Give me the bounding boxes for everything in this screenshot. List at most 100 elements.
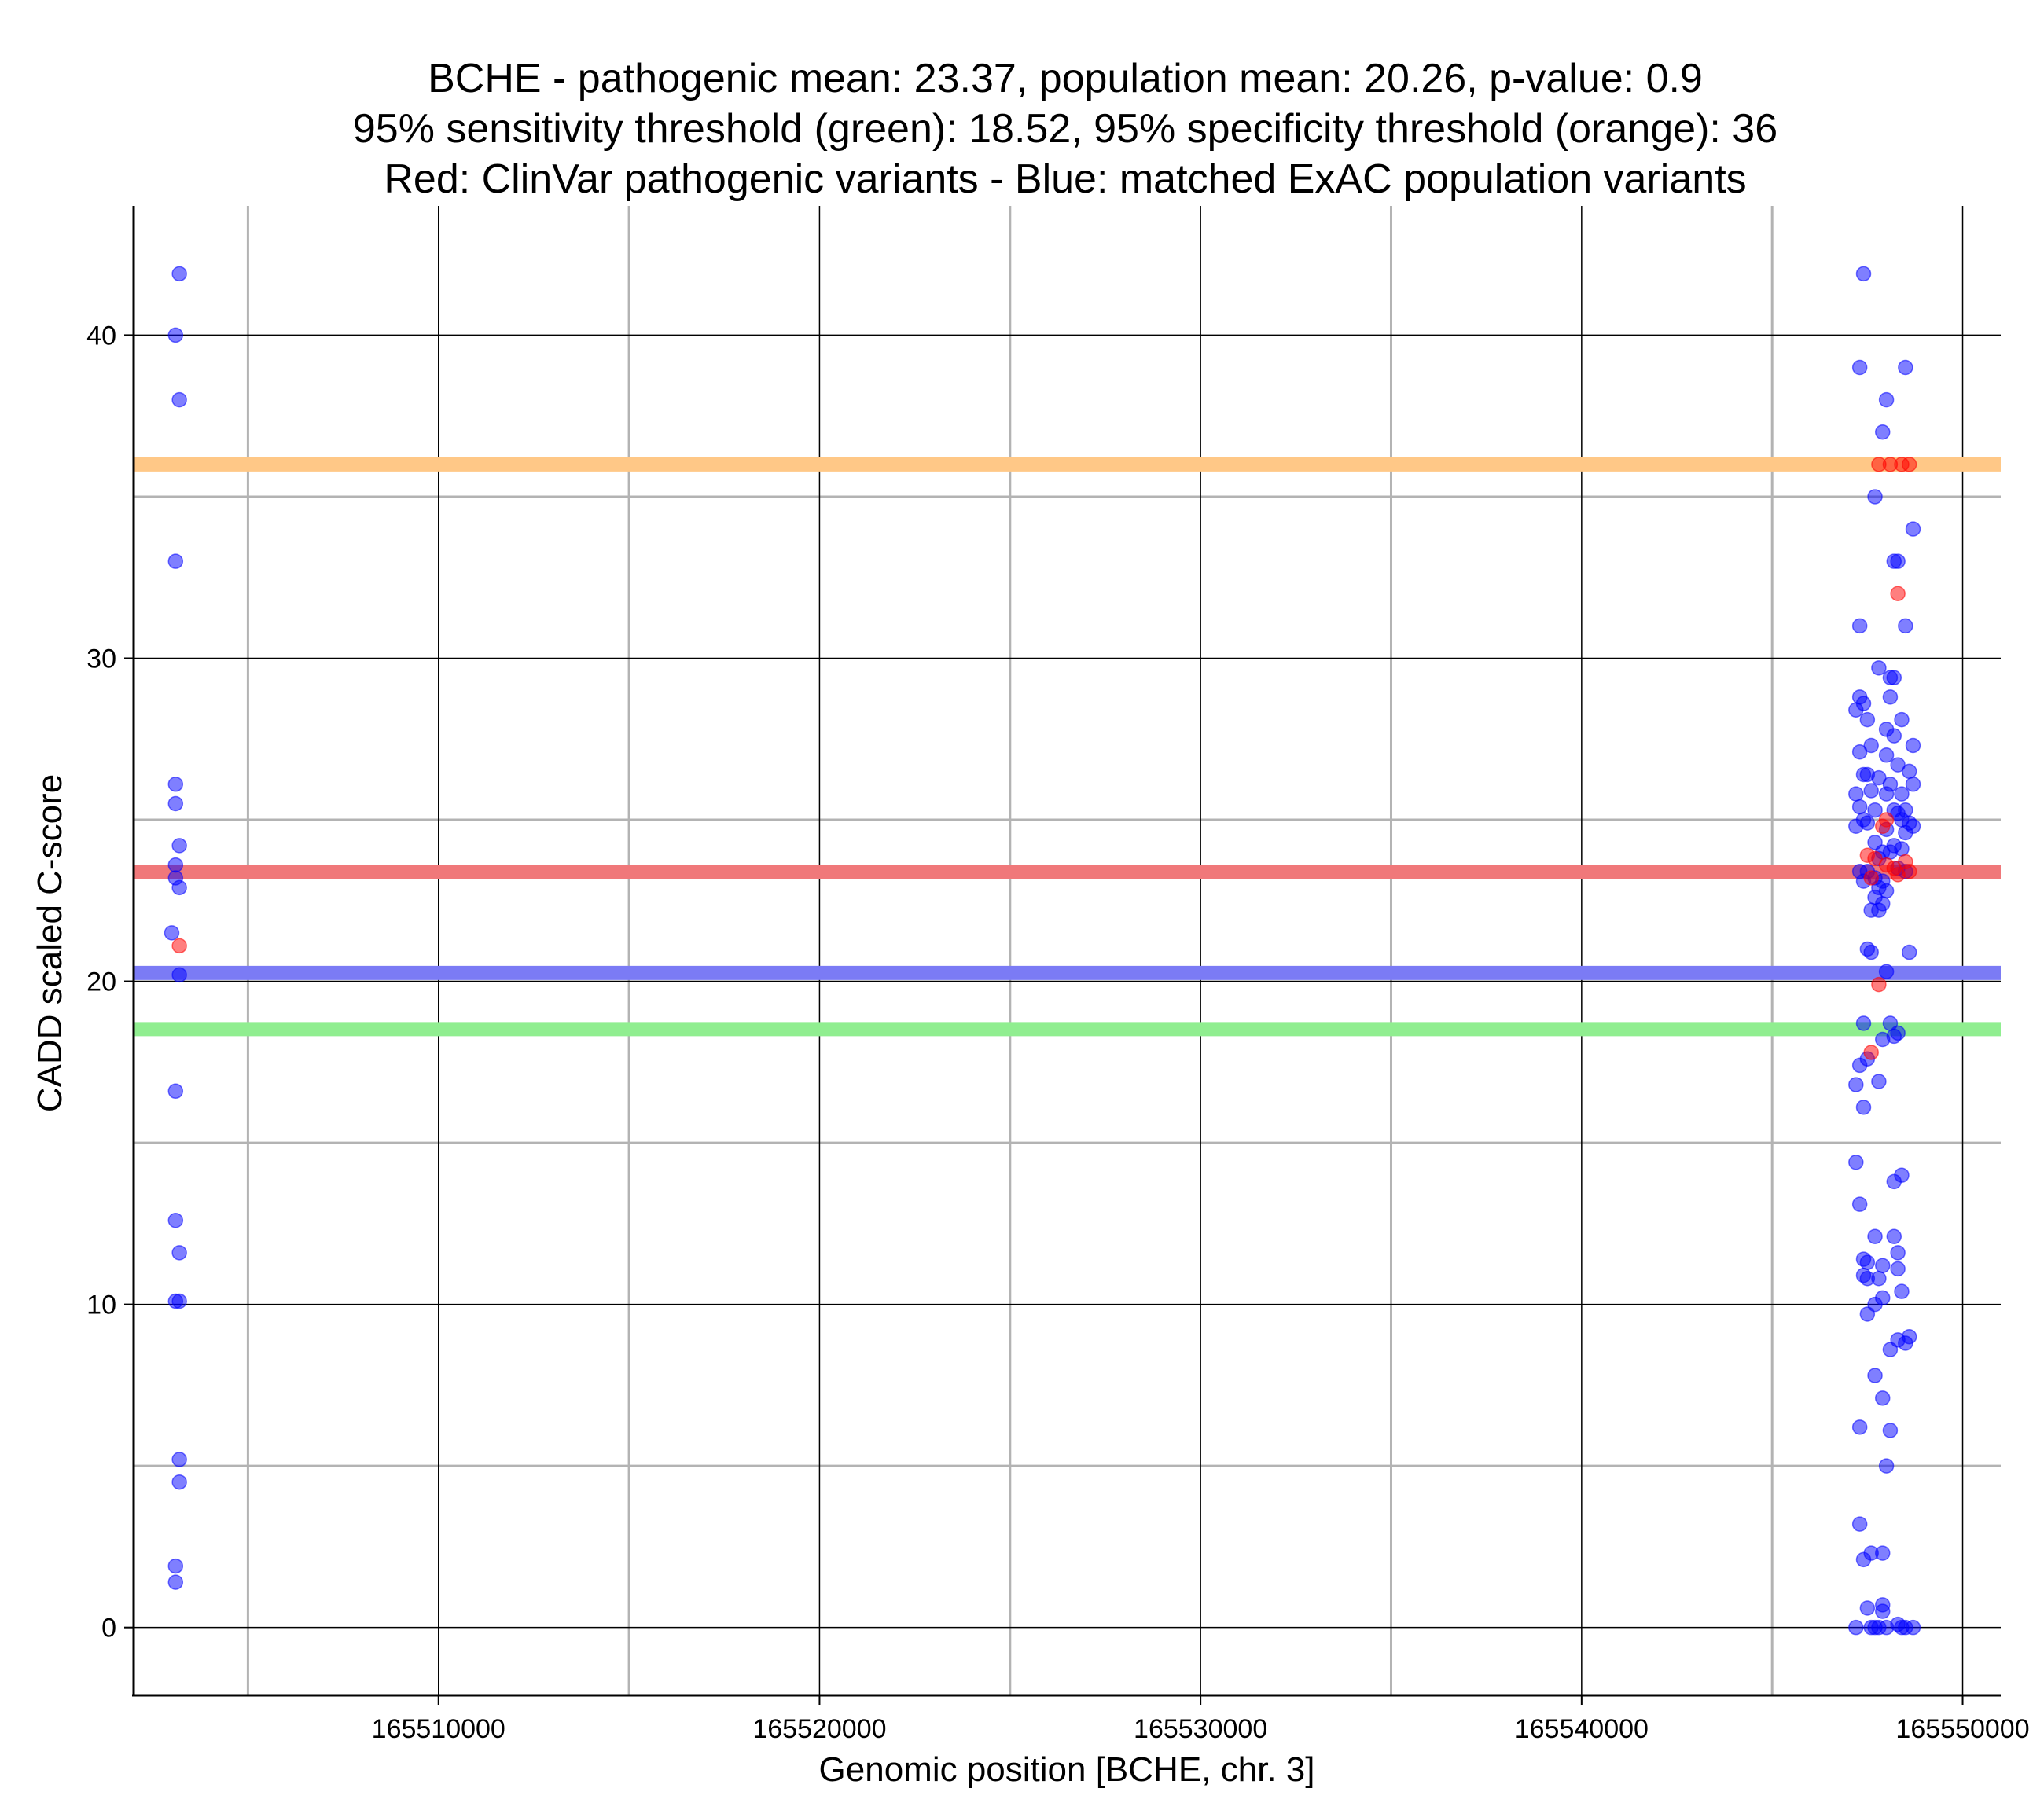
y-tick-label: 40 bbox=[86, 321, 116, 351]
population-point bbox=[167, 1083, 184, 1100]
population-point bbox=[164, 925, 180, 941]
threshold-lines bbox=[134, 457, 2001, 1037]
population-point bbox=[167, 553, 184, 569]
population-point bbox=[1851, 359, 1868, 376]
population-point bbox=[1886, 1028, 1902, 1045]
population-point bbox=[1855, 1100, 1872, 1115]
population-point bbox=[1874, 424, 1891, 440]
population-point bbox=[171, 1293, 187, 1309]
population-point bbox=[167, 795, 184, 812]
population-point bbox=[1898, 618, 1913, 634]
y-tick-label: 30 bbox=[86, 644, 116, 674]
population-point bbox=[1848, 1077, 1864, 1092]
y-tick-label: 0 bbox=[101, 1614, 116, 1643]
population-point bbox=[1874, 1390, 1891, 1406]
population-point bbox=[1898, 824, 1913, 841]
chart-title: BCHE - pathogenic mean: 23.37, populatio… bbox=[353, 56, 1777, 202]
population-point bbox=[1905, 777, 1921, 792]
x-tick-label: 165520000 bbox=[752, 1714, 886, 1744]
population-point bbox=[1851, 799, 1868, 815]
population-point bbox=[1859, 1254, 1876, 1270]
y-axis-title: CADD scaled C-score bbox=[31, 774, 69, 1112]
population-point bbox=[167, 777, 184, 792]
major-gridlines bbox=[134, 206, 2001, 1695]
axes bbox=[132, 206, 2001, 1697]
population-point bbox=[1855, 266, 1872, 282]
population-point bbox=[1859, 815, 1876, 831]
population-point bbox=[167, 1558, 184, 1574]
chart-title-line-2: 95% sensitivity threshold (green): 18.52… bbox=[353, 106, 1777, 152]
population-point bbox=[1886, 1173, 1902, 1190]
x-axis-ticks: 165510000 165520000 165530000 165540000 1655… bbox=[372, 1695, 2030, 1744]
population-point bbox=[1890, 553, 1906, 569]
population-point bbox=[1886, 728, 1902, 744]
population-point bbox=[1886, 670, 1902, 685]
population-point bbox=[171, 1245, 187, 1261]
population-point bbox=[1874, 1258, 1891, 1274]
population-point bbox=[1851, 1516, 1868, 1532]
population-point bbox=[171, 266, 187, 282]
pathogenic-point bbox=[1890, 867, 1906, 883]
population-point bbox=[1894, 786, 1910, 802]
population-point bbox=[1882, 689, 1899, 705]
data-points bbox=[164, 266, 1921, 1636]
population-point bbox=[1901, 944, 1917, 960]
population-point bbox=[1851, 1196, 1868, 1212]
population-point bbox=[1894, 1619, 1910, 1636]
population-point bbox=[1859, 1600, 1876, 1616]
population-point bbox=[1867, 1228, 1883, 1245]
population-point bbox=[1848, 702, 1864, 718]
population-point bbox=[167, 1574, 184, 1590]
x-axis-title: Genomic position [BCHE, chr. 3] bbox=[819, 1750, 1315, 1789]
population-point bbox=[167, 327, 184, 343]
population-point bbox=[1863, 783, 1879, 799]
population-point bbox=[1863, 737, 1879, 754]
population-point bbox=[1855, 1015, 1872, 1031]
population-point bbox=[167, 1212, 184, 1228]
y-tick-label: 20 bbox=[86, 968, 116, 997]
population-point bbox=[1890, 757, 1906, 773]
population-point bbox=[1851, 618, 1868, 634]
pathogenic-point bbox=[1863, 1045, 1879, 1060]
population-point bbox=[1848, 1619, 1864, 1636]
population-point bbox=[171, 838, 187, 854]
population-point bbox=[1871, 1074, 1887, 1089]
x-tick-label: 165510000 bbox=[372, 1714, 505, 1744]
population-point bbox=[1874, 1545, 1891, 1561]
minor-gridlines bbox=[134, 206, 2001, 1695]
pathogenic-point bbox=[1871, 976, 1887, 993]
pathogenic-point bbox=[1874, 818, 1891, 834]
population-point bbox=[1905, 737, 1921, 754]
population-point bbox=[1871, 660, 1887, 676]
pathogenic-point bbox=[1863, 870, 1879, 886]
population-point bbox=[1898, 1335, 1913, 1351]
chart-title-line-1: BCHE - pathogenic mean: 23.37, populatio… bbox=[428, 56, 1703, 101]
population-point bbox=[1890, 1261, 1906, 1277]
population-point bbox=[1871, 769, 1887, 786]
population-point bbox=[1882, 1423, 1899, 1438]
population-point bbox=[1874, 1603, 1891, 1619]
population-point bbox=[1882, 1342, 1899, 1357]
population-point bbox=[171, 391, 187, 408]
pathogenic-point bbox=[1901, 457, 1917, 472]
population-point bbox=[1859, 1306, 1876, 1322]
population-point bbox=[1851, 1419, 1868, 1435]
population-point bbox=[1894, 1283, 1910, 1299]
population-point bbox=[1901, 763, 1917, 780]
population-point bbox=[1867, 489, 1883, 505]
x-tick-label: 165530000 bbox=[1134, 1714, 1267, 1744]
population-point bbox=[171, 1474, 187, 1490]
population-point bbox=[1878, 964, 1895, 979]
population-point bbox=[1859, 711, 1876, 728]
population-point bbox=[1867, 802, 1883, 818]
population-point bbox=[1871, 1270, 1887, 1287]
pathogenic-point bbox=[1867, 850, 1883, 867]
population-point bbox=[1848, 786, 1864, 802]
population-point bbox=[171, 1452, 187, 1467]
population-point bbox=[1871, 902, 1887, 918]
y-tick-label: 10 bbox=[86, 1291, 116, 1320]
pathogenic-point bbox=[171, 938, 187, 954]
chart-title-line-3: Red: ClinVar pathogenic variants - Blue:… bbox=[384, 156, 1746, 202]
population-point bbox=[1863, 944, 1879, 960]
